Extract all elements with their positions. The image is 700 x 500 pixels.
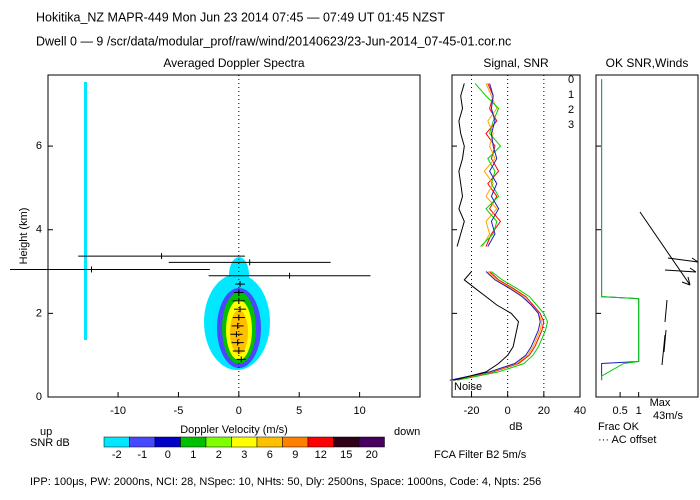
legend-entry: 3 [568, 119, 574, 131]
y-axis-label: Height (km) [18, 208, 30, 265]
colorbar-level: 9 [292, 449, 298, 461]
series-line [601, 79, 640, 381]
colorbar-level: 0 [165, 449, 171, 461]
series-line [601, 79, 640, 381]
legend-entry: 1 [568, 89, 574, 101]
colorbar-swatch [231, 436, 258, 448]
colorbar-level: 15 [340, 449, 352, 461]
wind-arrows [639, 211, 699, 366]
y-tick-label: 2 [36, 307, 42, 319]
series-line [453, 83, 545, 381]
spectrum-strip [84, 82, 87, 340]
colorbar-level: 2 [216, 449, 222, 461]
colorbar-level: 20 [366, 449, 378, 461]
y-tick-label: 6 [36, 140, 42, 152]
axis-end-label: up [40, 426, 52, 438]
y-tick-label: 0 [36, 391, 42, 403]
colorbar-swatch [180, 436, 207, 448]
x-tick-label: 0 [236, 405, 242, 417]
x-axis-label: Doppler Velocity (m/s) [180, 424, 288, 436]
colorbar-label: SNR dB [30, 437, 70, 449]
series-line [457, 83, 549, 381]
y-tick-label: 4 [36, 224, 42, 236]
legend-entry: 0 [568, 74, 574, 86]
colorbar-level: 1 [190, 449, 196, 461]
colorbar-swatch [205, 436, 232, 448]
colorbar-swatch [358, 436, 385, 448]
x-tick-label: 10 [353, 405, 365, 417]
x-tick-label: -5 [174, 405, 184, 417]
x-tick-label: 20 [538, 405, 550, 417]
x-axis-label: Frac OK [598, 421, 640, 433]
colorbar-swatch [333, 436, 360, 448]
colorbar-level: 6 [267, 449, 273, 461]
x-tick-label: 1 [636, 405, 642, 417]
panel-title: Signal, SNR [483, 56, 549, 70]
plot-frame [47, 74, 421, 398]
colorbar-swatch [282, 436, 309, 448]
colorbar-level: 3 [241, 449, 247, 461]
header-line: Dwell 0 — 9 /scr/data/modular_prof/raw/w… [36, 34, 511, 48]
panel-title: Averaged Doppler Spectra [163, 56, 305, 70]
x-tick-label: 0.5 [612, 405, 627, 417]
legend-entry: 2 [568, 104, 574, 116]
x-tick-label: -10 [110, 405, 126, 417]
colorbar-swatch [154, 436, 181, 448]
note: ··· AC offset [598, 434, 656, 446]
max-value: 43m/s [653, 410, 683, 422]
colorbar-swatch [256, 436, 283, 448]
x-axis-label: dB [509, 421, 522, 433]
filter-info: FCA Filter B2 5m/s [434, 449, 527, 461]
x-tick-label: 0 [505, 405, 511, 417]
series-label: Noise [454, 381, 482, 393]
axis-end-label: down [394, 426, 420, 438]
colorbar-swatch [103, 436, 130, 448]
x-tick-label: 40 [574, 405, 586, 417]
panel-title: OK SNR,Winds [606, 56, 689, 70]
footer: IPP: 100μs, PW: 2000ns, NCI: 28, NSpec: … [30, 476, 541, 488]
header-line: Hokitika_NZ MAPR-449 Mon Jun 23 2014 07:… [36, 10, 445, 24]
x-tick-label: 5 [296, 405, 302, 417]
colorbar-level: -1 [137, 449, 147, 461]
colorbar-swatch [129, 436, 156, 448]
series-line [451, 83, 543, 381]
plot-frame [595, 74, 699, 398]
series-line [449, 83, 541, 381]
max-label: Max [650, 397, 671, 409]
x-tick-label: -20 [464, 405, 480, 417]
colorbar-swatch [307, 436, 334, 448]
colorbar-level: -2 [112, 449, 122, 461]
series-line [453, 83, 520, 381]
spectrum-contours [204, 257, 270, 370]
colorbar-level: 12 [315, 449, 327, 461]
